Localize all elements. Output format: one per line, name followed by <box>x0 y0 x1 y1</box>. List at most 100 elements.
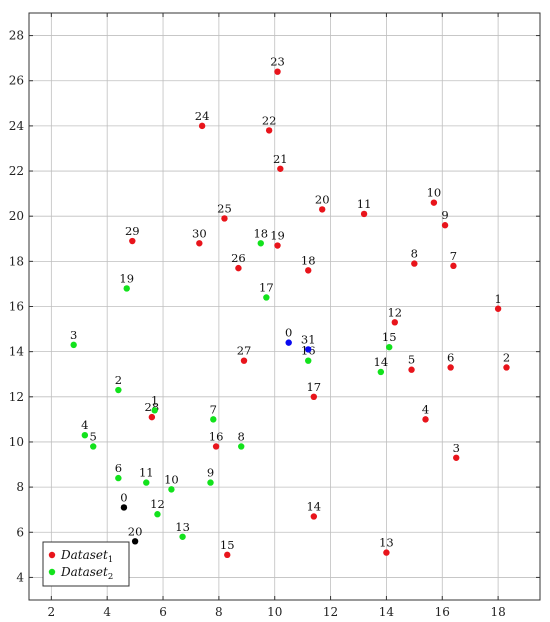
y-tick-label: 14 <box>9 345 25 359</box>
point-label: 10 <box>427 186 442 200</box>
legend-entry-subscript: 1 <box>108 555 113 565</box>
data-point <box>305 357 312 364</box>
point-label: 17 <box>259 280 274 294</box>
data-point <box>274 68 281 75</box>
point-label: 4 <box>81 418 88 432</box>
point-label: 5 <box>90 429 97 443</box>
y-tick-label: 16 <box>9 300 24 314</box>
point-label: 24 <box>195 109 210 123</box>
data-point <box>411 260 418 267</box>
data-point <box>207 479 214 486</box>
point-label: 26 <box>231 251 246 265</box>
point-label: 30 <box>192 226 207 240</box>
data-point <box>151 407 158 414</box>
y-tick-label: 28 <box>9 29 24 43</box>
data-point <box>305 346 312 353</box>
point-label: 19 <box>270 229 285 243</box>
data-point <box>198 122 206 130</box>
point-label: 18 <box>301 253 316 267</box>
y-tick-label: 4 <box>16 570 24 584</box>
y-tick-label: 26 <box>9 74 24 88</box>
x-tick-label: 8 <box>215 605 223 619</box>
x-tick-label: 12 <box>323 605 338 619</box>
point-label: 20 <box>128 524 143 538</box>
y-tick-label: 24 <box>9 119 25 133</box>
data-point <box>305 267 312 274</box>
point-label: 23 <box>270 55 285 69</box>
series-3: 0 20 <box>120 490 143 545</box>
point-label: 21 <box>273 152 288 166</box>
data-point <box>90 443 97 450</box>
point-label: 13 <box>379 536 394 550</box>
grid-lines <box>29 13 540 600</box>
point-label: 10 <box>164 472 179 486</box>
legend-entry: Dataset1 <box>60 548 113 565</box>
legend-entry-name: Dataset <box>60 565 108 579</box>
y-tick-label: 6 <box>16 525 24 539</box>
point-label: 5 <box>408 353 415 367</box>
series-2: 0 31 <box>285 326 316 353</box>
point-label: 12 <box>387 305 402 319</box>
y-tick-label: 8 <box>16 480 24 494</box>
data-point <box>168 486 175 493</box>
data-point <box>131 538 139 545</box>
data-point <box>179 533 186 540</box>
x-tick-label: 14 <box>379 605 395 619</box>
point-label: 16 <box>209 429 224 443</box>
point-label: 8 <box>411 247 418 261</box>
x-tick-label: 16 <box>435 605 450 619</box>
data-point <box>235 264 242 272</box>
point-label: 2 <box>115 373 122 387</box>
point-label: 6 <box>447 350 454 364</box>
legend-marker <box>48 568 56 576</box>
x-tick-label: 2 <box>48 605 56 619</box>
x-tick-label: 6 <box>159 605 167 619</box>
point-label: 11 <box>139 466 154 480</box>
point-label: 6 <box>115 461 122 475</box>
point-label: 7 <box>450 249 457 263</box>
data-point <box>310 393 318 401</box>
data-point <box>115 474 122 482</box>
legend-entry-subscript: 2 <box>108 572 113 582</box>
data-point <box>277 165 284 172</box>
point-label: 1 <box>494 292 501 306</box>
point-label: 9 <box>207 466 214 480</box>
point-label: 27 <box>237 344 252 358</box>
point-label: 17 <box>306 380 321 394</box>
data-point <box>81 431 89 439</box>
data-point <box>503 364 510 371</box>
data-point <box>494 305 502 312</box>
data-point <box>285 339 292 346</box>
y-tick-label: 12 <box>9 390 24 404</box>
point-label: 15 <box>220 538 235 552</box>
point-label: 12 <box>150 497 165 511</box>
point-label: 0 <box>120 490 127 504</box>
plot-frame <box>28 12 541 601</box>
point-label: 20 <box>315 192 330 206</box>
data-point <box>383 549 390 556</box>
point-label: 18 <box>253 226 268 240</box>
x-tick-label: 18 <box>490 605 505 619</box>
y-tick-label: 18 <box>9 254 24 268</box>
data-point <box>441 222 449 229</box>
data-point <box>148 413 156 421</box>
point-label: 0 <box>285 326 292 340</box>
point-label: 7 <box>210 402 217 416</box>
point-label: 25 <box>217 201 232 215</box>
data-point <box>310 513 318 520</box>
x-axis-ticks: 2 4 6 8 10 12 14 16 18 <box>48 13 506 619</box>
point-label: 14 <box>374 355 389 369</box>
x-tick-label: 10 <box>267 605 282 619</box>
data-point <box>212 443 220 450</box>
point-label: 2 <box>503 350 510 364</box>
point-label: 22 <box>262 113 277 127</box>
data-point <box>196 240 203 247</box>
y-tick-label: 22 <box>9 164 24 178</box>
data-point <box>274 242 281 249</box>
data-point <box>391 319 398 326</box>
